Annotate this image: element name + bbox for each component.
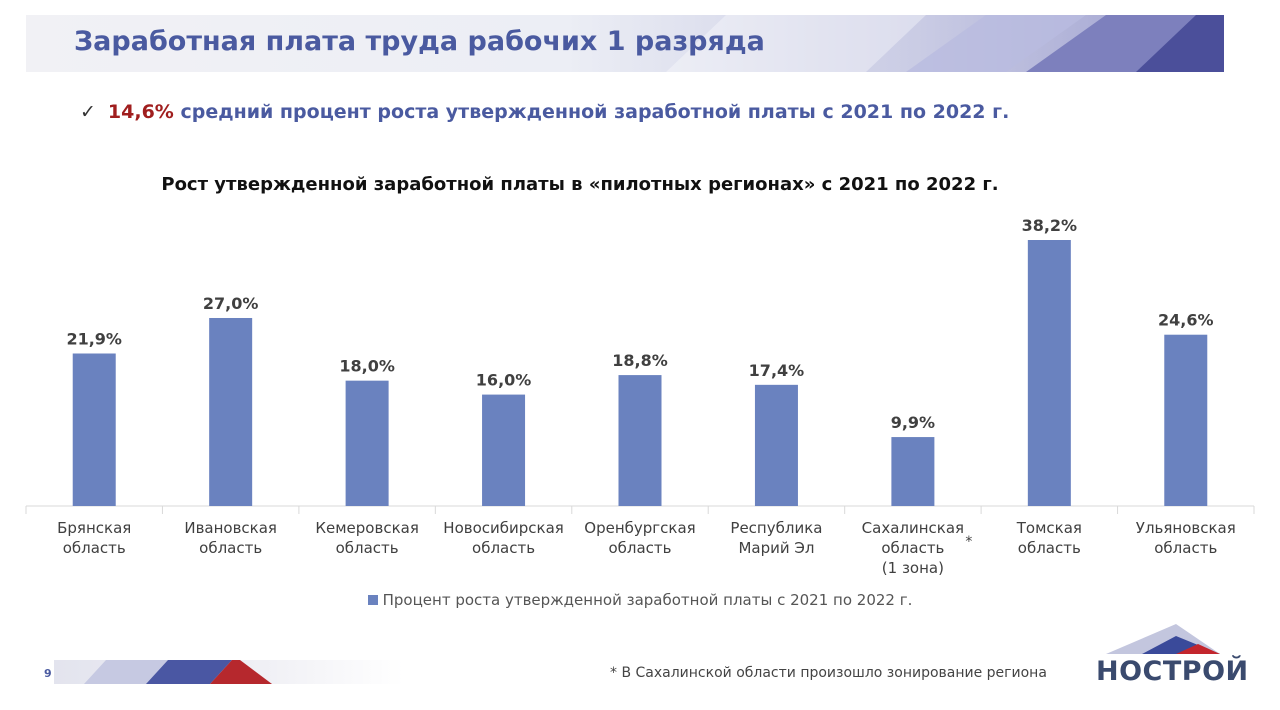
bar	[891, 437, 935, 506]
header-gradient	[26, 15, 1224, 72]
nostroy-logo: НОСТРОЙ	[1096, 622, 1248, 688]
data-label: 27,0%	[203, 294, 259, 313]
checkmark-icon: ✓	[80, 101, 96, 123]
summary-text: средний процент роста утвержденной зараб…	[180, 101, 1010, 123]
category-label: Марий Эл	[738, 539, 814, 557]
category-label: Сахалинская	[862, 519, 964, 537]
page-title: Заработная плата труда рабочих 1 разряда	[74, 26, 765, 57]
header-band	[26, 15, 1224, 72]
category-label: Брянская	[57, 519, 131, 537]
category-label: Ульяновская	[1136, 519, 1236, 537]
logo-roof-icon	[1106, 624, 1220, 654]
chart-legend: Процент роста утвержденной заработной пл…	[0, 591, 1280, 609]
bar	[1027, 240, 1071, 506]
category-label: область	[1018, 539, 1081, 557]
footnote-marker: *	[965, 534, 972, 550]
bar	[482, 394, 526, 506]
category-label: Кемеровская	[315, 519, 418, 537]
category-label: область	[199, 539, 262, 557]
data-label: 21,9%	[66, 330, 122, 349]
category-label: область	[336, 539, 399, 557]
bar	[72, 353, 116, 506]
summary-bullet: ✓ 14,6% средний процент роста утвержденно…	[80, 101, 1009, 123]
page-number: 9	[44, 667, 52, 680]
data-label: 16,0%	[476, 371, 532, 390]
data-label: 18,0%	[339, 357, 395, 376]
footer-band	[54, 660, 404, 688]
chart-title: Рост утвержденной заработной платы в «пи…	[161, 174, 999, 195]
logo-text: НОСТРОЙ	[1096, 656, 1249, 687]
category-label: область	[881, 539, 944, 557]
category-label: область	[472, 539, 535, 557]
data-label: 9,9%	[891, 413, 935, 432]
category-label: (1 зона)	[882, 559, 944, 577]
category-label: Новосибирская	[443, 519, 564, 537]
category-label: область	[608, 539, 671, 557]
category-label: Ивановская	[184, 519, 277, 537]
footer-gradient	[54, 660, 404, 684]
legend-swatch	[367, 595, 378, 605]
legend-label: Процент роста утвержденной заработной пл…	[382, 591, 913, 609]
bar	[345, 380, 389, 506]
data-label: 18,8%	[612, 351, 668, 370]
data-label: 17,4%	[749, 361, 805, 380]
bar-chart: 21,9% Брянская область 27,0% Ивановская облас…	[25, 216, 1255, 577]
data-label: 38,2%	[1022, 216, 1078, 235]
bar	[1164, 334, 1208, 506]
bar	[209, 317, 253, 506]
category-label: область	[63, 539, 126, 557]
category-label: Томская	[1016, 519, 1082, 537]
category-label: Республика	[730, 519, 822, 537]
category-label: область	[1154, 539, 1217, 557]
footnote: * В Сахалинской области произошло зониро…	[610, 665, 1047, 681]
summary-highlight: 14,6%	[107, 101, 174, 123]
bar	[618, 375, 662, 506]
bar	[754, 384, 798, 506]
data-label: 24,6%	[1158, 311, 1214, 330]
category-label: Оренбургская	[584, 519, 695, 537]
